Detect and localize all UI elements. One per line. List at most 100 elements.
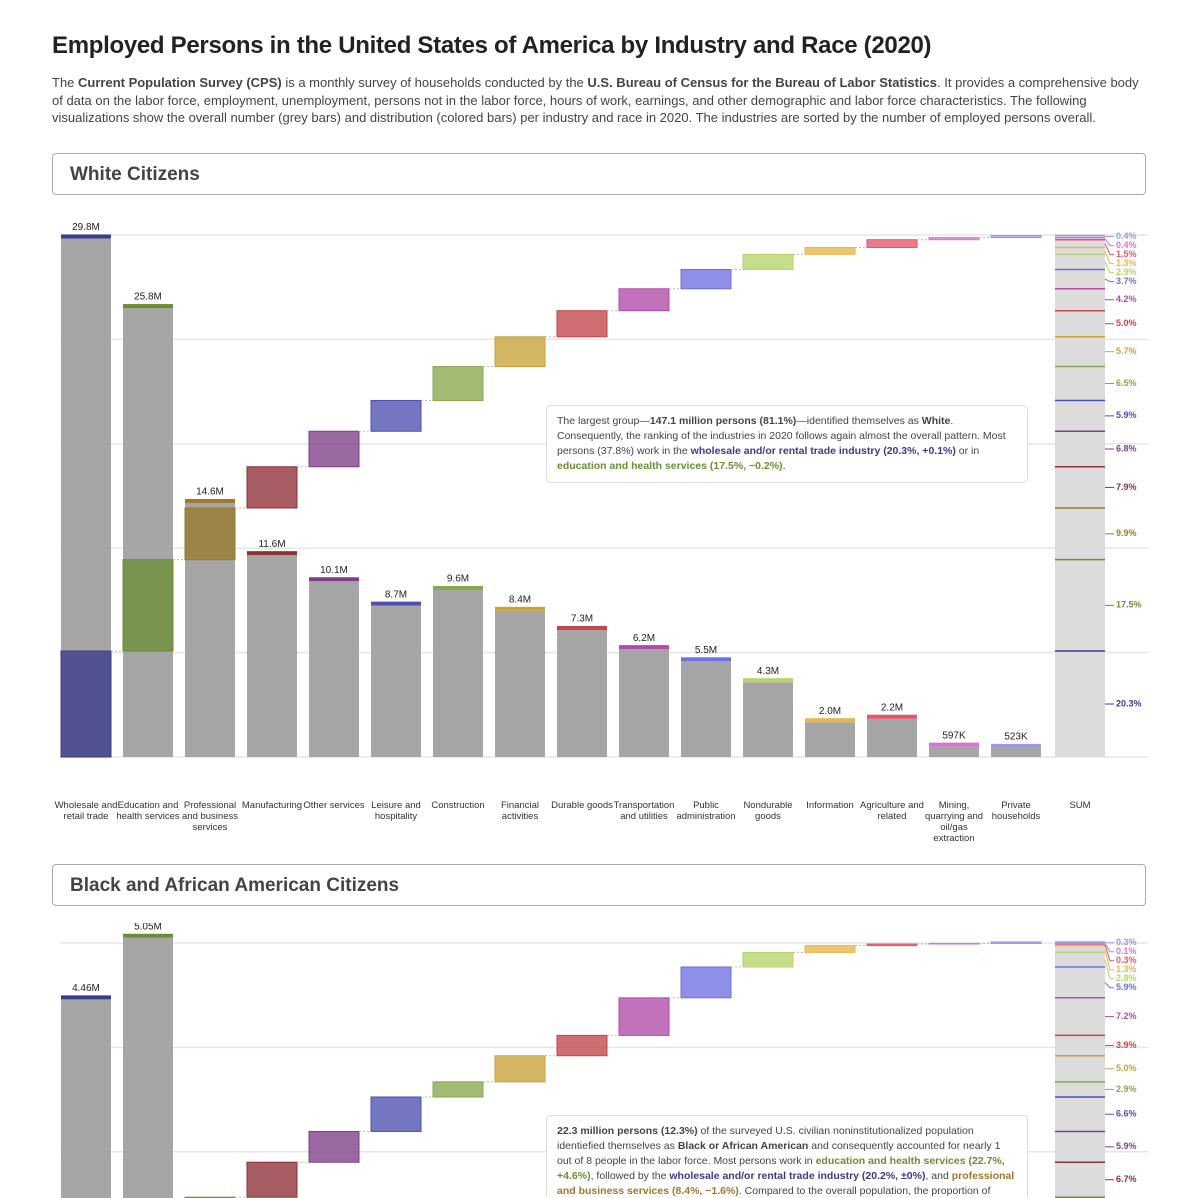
bar-cap [681,657,731,662]
share-segment [804,247,856,255]
text: professional and business services (8.4%… [557,1170,1015,1197]
bar [247,555,297,757]
share-segment [556,310,608,338]
x-tick-label: SUM [1069,800,1091,811]
value-label: 11.6M [258,539,285,550]
annotation: The largest group—147.1 million persons … [546,405,1028,483]
label-leader [1104,261,1114,274]
share-label: 20.3% [1116,698,1142,708]
x-tick-label: Nondurable goods [743,800,793,822]
share-label: 0.1% [1116,946,1137,956]
share-segment [680,268,732,290]
bar [123,937,173,1198]
share-segment [246,1161,298,1198]
share-segment [990,235,1042,239]
share-segment [742,951,794,968]
intro: The Current Population Survey (CPS) is a… [52,74,1152,127]
share-segment [990,941,1042,945]
bar [867,718,917,757]
bar-cap [557,625,607,630]
text: . Compared to the overall population, th… [738,1185,991,1197]
share-label: 5.9% [1116,410,1137,420]
text: The [52,75,79,90]
share-segment [618,288,670,312]
bar [991,747,1041,757]
text: , and [925,1170,952,1182]
share-label: 1.5% [1116,249,1137,259]
share-label: 2.9% [1116,1084,1137,1094]
chart: 4.46M5.05M0.3%0.1%0.3%1.3%2.8%5.9%7.2%3.… [60,923,1148,1198]
label-leader [1104,982,1114,989]
bar-cap [247,551,297,556]
share-label: 7.9% [1116,482,1137,492]
x-tick-label: Professional and business services [182,800,238,833]
text: is a monthly survey of households conduc… [281,75,588,90]
bar [743,682,793,757]
share-label: 5.0% [1116,1063,1137,1073]
share-segment [246,466,298,509]
page-title: Employed Persons in the United States of… [52,32,932,59]
share-label: 3.9% [1116,1040,1137,1050]
share-label: 0.4% [1116,240,1137,250]
bar [929,746,979,757]
value-label: 6.2M [633,633,655,644]
bar-cap [619,645,669,650]
share-label: 0.3% [1116,955,1137,965]
share-segment [494,336,546,368]
share-segment [680,966,732,999]
text: wholesale and/or rental trade industry (… [669,1170,926,1182]
value-label: 8.4M [509,594,531,605]
value-label: 523K [1004,732,1028,743]
x-tick-label: Durable goods [551,800,613,811]
bar [681,661,731,757]
bar [61,999,111,1198]
share-label: 1.3% [1116,964,1137,974]
label-leader [1104,278,1114,283]
bar-cap [867,714,917,719]
value-label: 10.1M [320,565,348,576]
x-tick-label: Education and health services [116,800,180,822]
share-label: 6.8% [1116,443,1137,453]
text: education and health services (22.7%, +4… [557,1155,1005,1182]
x-tick-label: Leisure and hospitality [371,800,421,822]
share-label: 5.9% [1116,1141,1137,1151]
value-label: 2.2M [881,702,903,713]
bar [557,629,607,757]
bar-cap [309,577,359,582]
share-label: 6.6% [1116,1109,1137,1119]
x-tick-label: Mining, quarrying and oil/gas extraction [924,800,984,844]
text: U.S. Bureau of Census for the Bureau of … [587,75,938,90]
sum-column [1055,235,1105,757]
bar-cap [433,585,483,590]
share-label: 0.4% [1116,231,1137,241]
share-segment [556,1034,608,1057]
share-segment [308,430,360,468]
x-tick-label: Agriculture and related [860,800,924,822]
bar [123,308,173,757]
x-tick-label: Financial activities [500,800,540,822]
value-label: 9.6M [447,574,469,585]
bar [619,649,669,757]
bar-cap [991,743,1041,748]
text: wholesale and/or rental trade industry (… [690,445,956,457]
text: and consequently accounted for nearly 1 … [557,1140,1001,1167]
bar [805,722,855,757]
label-leader [1104,944,1114,962]
share-segment [866,943,918,947]
bar [433,589,483,757]
text: of the surveyed U.S. civilian noninstitu… [557,1125,974,1152]
section-header: White Citizens [52,153,1146,195]
bar-cap [929,742,979,747]
share-segment [432,1081,484,1098]
value-label: 14.6M [196,487,224,498]
share-label: 3.7% [1116,276,1137,286]
text: Current Population Survey (CPS) [78,75,282,90]
bar-cap [123,933,173,938]
share-label: 9.9% [1116,528,1137,538]
value-label: 4.3M [757,666,779,677]
text: , followed by the [590,1170,670,1182]
label-leader [1104,943,1114,953]
value-label: 29.8M [72,222,100,233]
text: 22.3 million persons (12.3%) [557,1125,698,1137]
